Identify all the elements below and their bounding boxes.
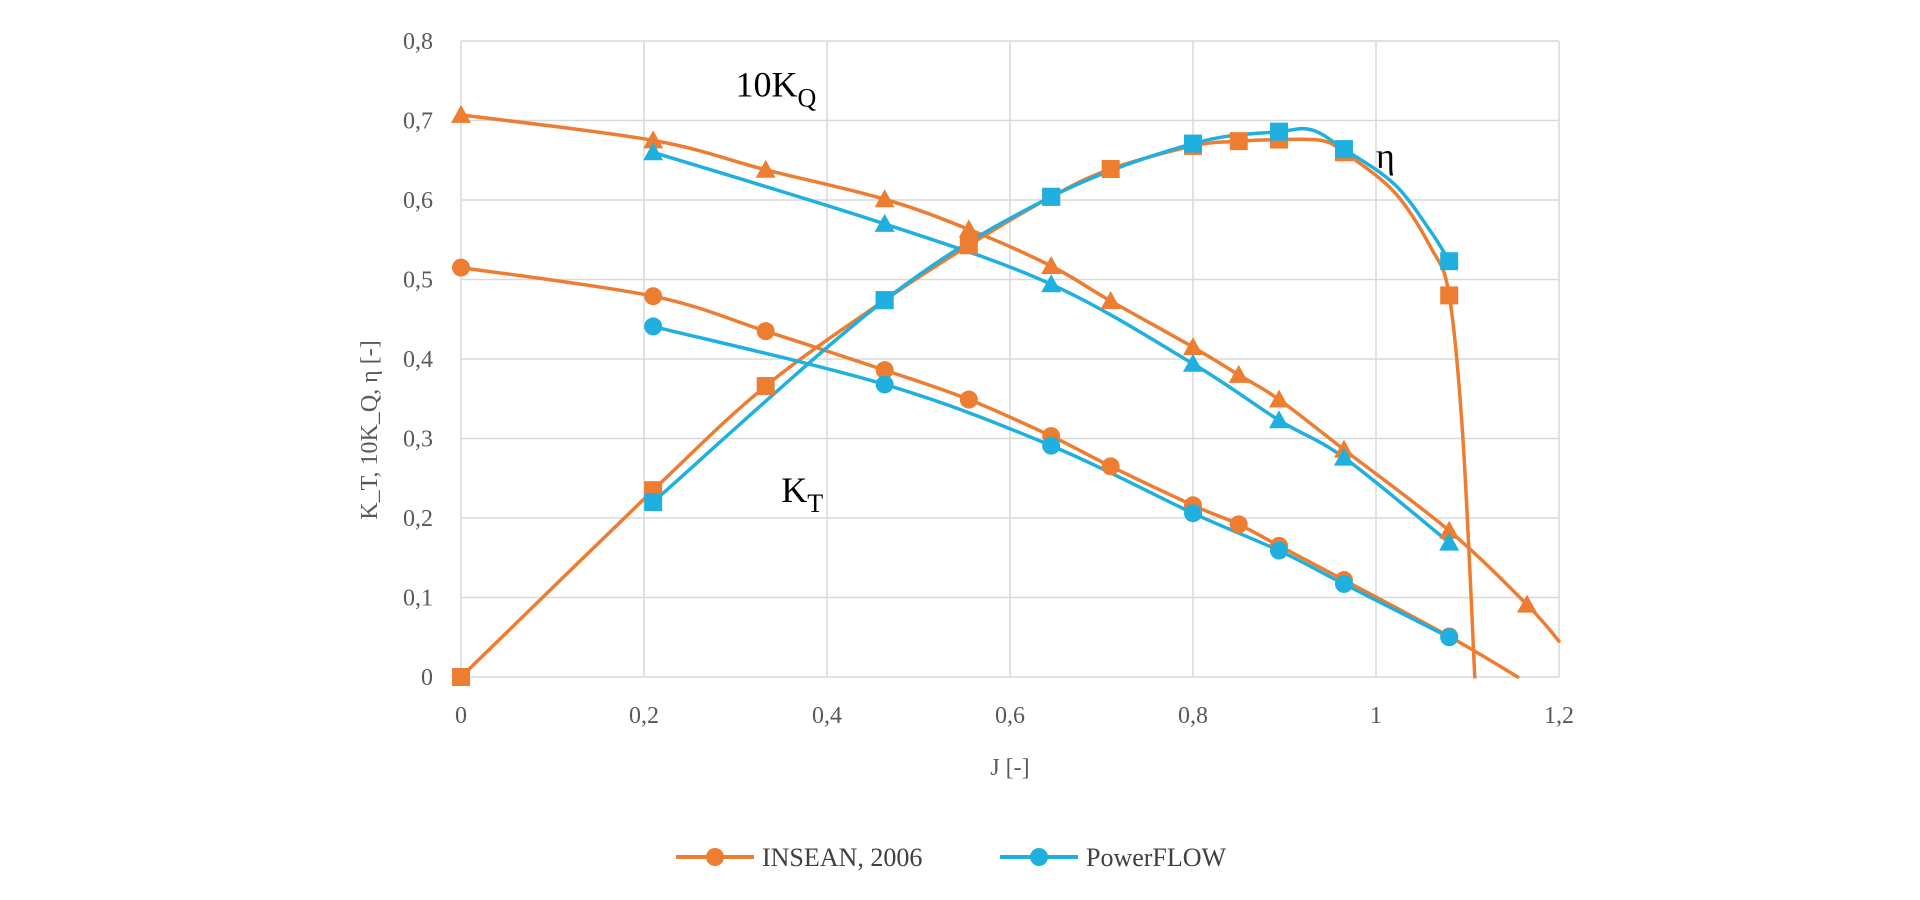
- powerflow-eta-point: [644, 493, 663, 512]
- annotation-10kq: 10KQ: [736, 65, 817, 113]
- insean-kt-point: [959, 390, 978, 409]
- insean-kt-line: [459, 265, 1520, 679]
- insean-10kq-point: [755, 159, 776, 178]
- insean-10kq-point: [1100, 290, 1121, 309]
- powerflow-kt-point: [875, 375, 894, 394]
- insean-kt-point: [644, 287, 663, 306]
- y-axis-title: K_T, 10K_Q, η [-]: [357, 340, 383, 519]
- powerflow-10kq-point: [1041, 274, 1062, 293]
- powerflow-10kq-point: [1183, 353, 1203, 372]
- insean-kt-point: [452, 258, 470, 277]
- curve-annotations: 10KQ KT η: [736, 65, 1395, 518]
- powerflow-10kq-point: [1333, 447, 1354, 466]
- insean-10kq-point: [958, 219, 979, 238]
- insean-10kq-point: [874, 189, 895, 208]
- x-axis-title: J [-]: [990, 755, 1029, 781]
- y-axis-ticks: 0 0,1 0,2 0,3 0,4 0,5 0,6 0,7 0,8: [403, 29, 433, 691]
- insean-10kq-point: [1516, 594, 1537, 613]
- legend-label: PowerFLOW: [1086, 843, 1227, 872]
- powerflow-eta-point: [875, 291, 894, 310]
- y-tick-label: 0,7: [403, 109, 433, 135]
- x-tick-label: 1,2: [1544, 703, 1574, 729]
- x-tick-label: 0,8: [1178, 703, 1208, 729]
- powerflow-kt-point: [644, 317, 663, 336]
- powerflow-kt-point: [1440, 628, 1459, 647]
- insean-eta-point: [756, 377, 775, 396]
- y-tick-label: 0,2: [403, 506, 433, 532]
- insean-eta-point: [1229, 132, 1248, 151]
- powerflow-kt-line: [651, 324, 1451, 640]
- powerflow-eta-point: [1334, 140, 1353, 159]
- powerflow-kt-point: [1270, 541, 1289, 560]
- powerflow-eta-point: [1270, 122, 1289, 141]
- y-tick-label: 0: [421, 665, 433, 691]
- x-tick-label: 0,4: [812, 703, 842, 729]
- insean-kt-point: [1101, 457, 1120, 476]
- y-tick-label: 0,8: [403, 29, 433, 55]
- insean-10kq-point: [1228, 364, 1249, 383]
- x-tick-label: 0,2: [629, 703, 659, 729]
- insean-10kq-point: [1183, 337, 1203, 356]
- powerflow-10kq-line: [651, 150, 1451, 545]
- powerflow-10kq-point: [1439, 532, 1460, 551]
- insean-10kq-point: [451, 104, 471, 123]
- powerflow-10kq-point: [643, 142, 664, 161]
- y-tick-label: 0,3: [403, 427, 433, 453]
- powerflow-eta-point: [1440, 252, 1459, 271]
- powerflow-kt-point: [1334, 574, 1353, 593]
- insean-10kq-point: [1269, 389, 1290, 408]
- insean-eta-point: [1440, 286, 1459, 305]
- legend: INSEAN, 2006 PowerFLOW: [676, 843, 1227, 872]
- insean-kt-point: [875, 361, 894, 380]
- annotation-kt: KT: [781, 470, 823, 518]
- legend-label: INSEAN, 2006: [762, 843, 922, 872]
- powerflow-10kq-point: [874, 213, 895, 232]
- x-tick-label: 0: [455, 703, 467, 729]
- x-axis-ticks: 0 0,2 0,4 0,6 0,8 1 1,2: [455, 703, 1574, 729]
- insean-10kq-point: [1041, 255, 1062, 274]
- series-markers: [451, 104, 1537, 686]
- y-tick-label: 0,5: [403, 268, 433, 294]
- insean-kt-point: [756, 322, 775, 341]
- powerflow-kt-point: [1042, 436, 1061, 455]
- x-tick-label: 0,6: [995, 703, 1025, 729]
- insean-eta-point: [452, 668, 470, 686]
- insean-kt-point: [1229, 515, 1248, 534]
- x-tick-label: 1: [1370, 703, 1382, 729]
- legend-swatch-marker: [1030, 848, 1048, 866]
- powerflow-10kq-point: [1269, 410, 1290, 429]
- powerflow-eta-point: [1184, 134, 1202, 153]
- insean-eta-point: [1101, 159, 1120, 178]
- annotation-eta: η: [1376, 136, 1395, 176]
- y-tick-label: 0,1: [403, 586, 433, 612]
- legend-swatch-marker: [706, 848, 724, 866]
- powerflow-kt-point: [1184, 504, 1202, 523]
- insean-10kq-point: [643, 130, 664, 149]
- powerflow-eta-point: [1042, 187, 1061, 206]
- insean-10kq-point: [1439, 520, 1460, 539]
- y-tick-label: 0,4: [403, 347, 433, 373]
- insean-eta-point: [959, 236, 978, 255]
- y-tick-label: 0,6: [403, 188, 433, 214]
